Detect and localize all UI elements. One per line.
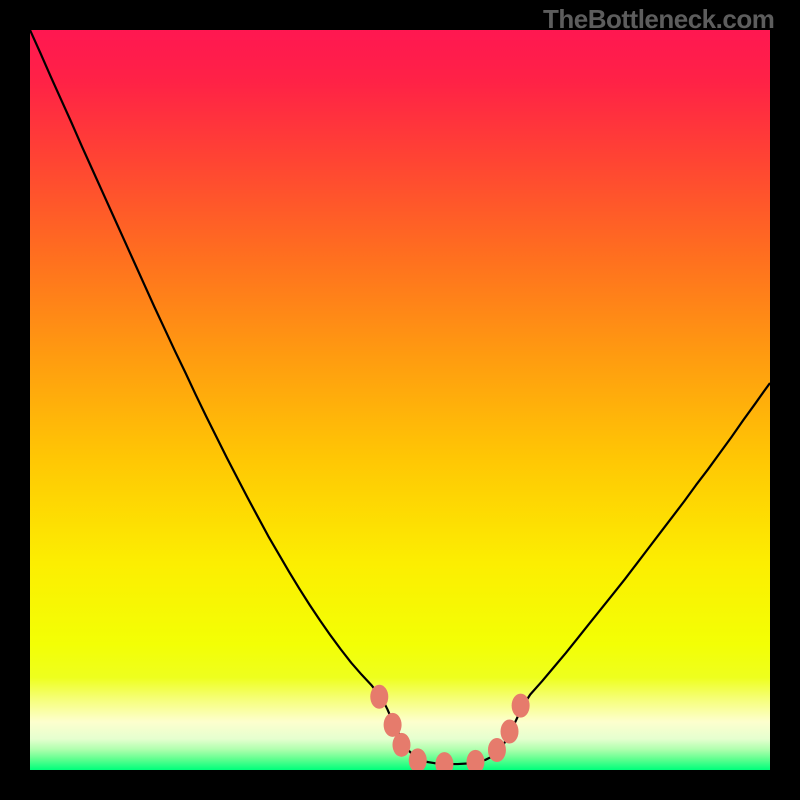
curve-marker	[501, 720, 519, 744]
curve-marker	[370, 685, 388, 709]
curve-marker	[488, 738, 506, 762]
curve-marker	[384, 713, 402, 737]
bottleneck-chart	[30, 30, 770, 770]
curve-marker	[392, 733, 410, 757]
chart-background	[30, 30, 770, 770]
curve-marker	[512, 694, 530, 718]
watermark-text: TheBottleneck.com	[543, 4, 774, 35]
